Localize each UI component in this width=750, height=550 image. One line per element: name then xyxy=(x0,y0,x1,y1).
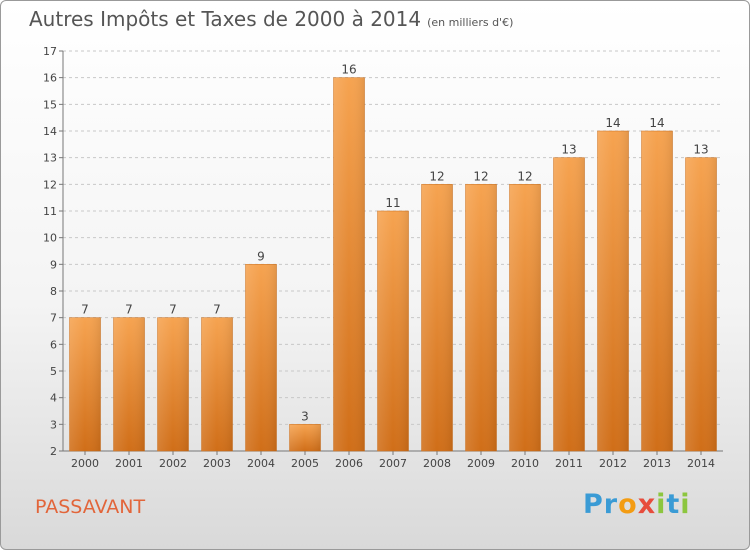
bar-shine xyxy=(113,317,145,451)
chart-title-text: Autres Impôts et Taxes de 2000 à 2014 xyxy=(29,7,422,31)
data-label: 3 xyxy=(301,409,309,423)
y-tick-label: 12 xyxy=(43,178,57,191)
logo-letter: i xyxy=(656,489,667,520)
x-tick-label: 2006 xyxy=(335,457,363,470)
data-label: 9 xyxy=(257,249,265,263)
commune-name: PASSAVANT xyxy=(35,496,146,518)
y-tick-label: 6 xyxy=(50,338,57,351)
data-label: 7 xyxy=(81,303,89,317)
y-tick-label: 13 xyxy=(43,152,57,165)
bar-shine xyxy=(421,184,453,452)
data-label: 7 xyxy=(213,303,221,317)
y-tick-label: 15 xyxy=(43,98,57,111)
bar-shine xyxy=(245,264,277,451)
logo-letter: r xyxy=(603,489,619,520)
data-label: 14 xyxy=(649,116,664,130)
logo-letter: t xyxy=(666,489,681,520)
bar-shine xyxy=(553,157,585,451)
x-tick-label: 2005 xyxy=(291,457,319,470)
x-tick-label: 2001 xyxy=(115,457,143,470)
y-tick-label: 5 xyxy=(50,365,57,378)
bar-shine xyxy=(465,184,497,452)
data-label: 14 xyxy=(605,116,620,130)
y-tick-label: 2 xyxy=(50,445,57,458)
y-tick-label: 11 xyxy=(43,205,57,218)
y-tick-label: 9 xyxy=(50,258,57,271)
data-label: 12 xyxy=(517,169,532,183)
x-tick-label: 2014 xyxy=(687,457,715,470)
proxiti-logo: Proxiti xyxy=(583,489,691,520)
x-tick-label: 2012 xyxy=(599,457,627,470)
logo-letter: P xyxy=(583,489,604,520)
x-tick-label: 2009 xyxy=(467,457,495,470)
bar-shine xyxy=(597,131,629,451)
y-tick-label: 17 xyxy=(43,45,57,58)
data-label: 7 xyxy=(169,303,177,317)
data-label: 12 xyxy=(429,169,444,183)
data-label: 16 xyxy=(341,63,356,77)
logo-letter: i xyxy=(680,489,691,520)
y-tick-label: 8 xyxy=(50,285,57,298)
bar-shine xyxy=(201,317,233,451)
chart-title: Autres Impôts et Taxes de 2000 à 2014 (en… xyxy=(29,7,513,31)
y-tick-label: 4 xyxy=(50,392,57,405)
bar-shine xyxy=(69,317,101,451)
x-tick-label: 2002 xyxy=(159,457,187,470)
bar-shine xyxy=(157,317,189,451)
logo-letter: x xyxy=(637,489,657,520)
bar-shine xyxy=(333,77,365,452)
x-tick-label: 2008 xyxy=(423,457,451,470)
data-label: 13 xyxy=(693,143,708,157)
x-tick-label: 2011 xyxy=(555,457,583,470)
y-tick-label: 16 xyxy=(43,72,57,85)
logo-letter: o xyxy=(618,489,638,520)
x-tick-label: 2000 xyxy=(71,457,99,470)
data-label: 7 xyxy=(125,303,133,317)
x-tick-label: 2010 xyxy=(511,457,539,470)
data-label: 12 xyxy=(473,169,488,183)
bar-shine xyxy=(509,184,541,452)
bar-shine xyxy=(377,211,409,451)
x-tick-label: 2013 xyxy=(643,457,671,470)
y-tick-label: 10 xyxy=(43,232,57,245)
data-label: 11 xyxy=(385,196,400,210)
x-tick-label: 2003 xyxy=(203,457,231,470)
unit-note: (en milliers d'€) xyxy=(427,16,514,29)
y-tick-label: 7 xyxy=(50,312,57,325)
y-tick-label: 14 xyxy=(43,125,57,138)
bar-shine xyxy=(641,131,673,451)
data-label: 13 xyxy=(561,143,576,157)
y-tick-label: 3 xyxy=(50,418,57,431)
bar-shine xyxy=(685,157,717,451)
bar-shine xyxy=(289,424,321,451)
x-tick-label: 2007 xyxy=(379,457,407,470)
x-tick-label: 2004 xyxy=(247,457,275,470)
